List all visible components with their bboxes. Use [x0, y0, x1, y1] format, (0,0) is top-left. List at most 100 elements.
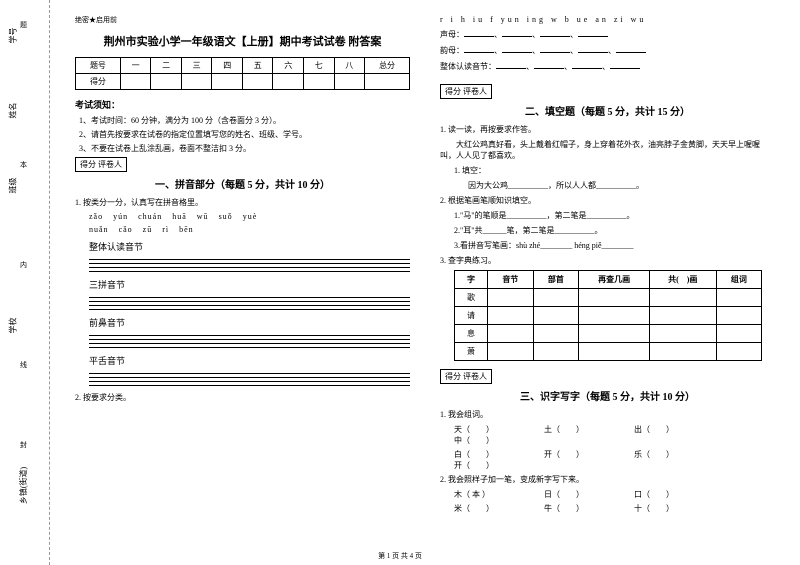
- pinyin-row: nuǎncǎozūrìbēn: [75, 225, 410, 234]
- word-item[interactable]: 口（ ）: [634, 489, 724, 500]
- score-cell[interactable]: [151, 74, 182, 90]
- dash-marker: 线: [20, 360, 27, 370]
- word-item[interactable]: 中（ ）: [454, 435, 544, 446]
- word-item[interactable]: 开（ ）: [544, 449, 634, 460]
- char-header: 部首: [533, 271, 579, 289]
- score-header: 一: [120, 58, 151, 74]
- score-cell[interactable]: [303, 74, 334, 90]
- score-box: 得分 评卷人: [440, 84, 492, 99]
- word-item[interactable]: 木（ 本 ）: [454, 489, 544, 500]
- score-header: 六: [273, 58, 304, 74]
- sub-question: 因为大公鸡__________，所以人人都__________。: [440, 180, 775, 191]
- question: 3. 查字典练习。: [440, 255, 775, 266]
- pinyin-item: wū: [197, 212, 209, 221]
- word-item[interactable]: 开（ ）: [454, 460, 544, 471]
- secrecy-tag: 绝密★启用前: [75, 15, 410, 25]
- char-cell: 请: [455, 307, 488, 325]
- word-item[interactable]: 日（ ）: [544, 489, 634, 500]
- char-blank[interactable]: [649, 325, 716, 343]
- pinyin-item: chuán: [138, 212, 162, 221]
- char-blank[interactable]: [533, 289, 579, 307]
- pinyin-item: suǒ: [219, 212, 233, 221]
- pinyin-item: cǎo: [119, 225, 133, 234]
- char-blank[interactable]: [533, 325, 579, 343]
- score-header: 三: [181, 58, 212, 74]
- category-line: 韵母：、、、、: [440, 44, 775, 56]
- category-label: 前鼻音节: [89, 316, 410, 329]
- word-item[interactable]: 十（ ）: [634, 503, 724, 514]
- char-header: 共( )画: [649, 271, 716, 289]
- char-blank[interactable]: [579, 289, 650, 307]
- pinyin-item: yún: [113, 212, 128, 221]
- score-header: 四: [212, 58, 243, 74]
- char-blank[interactable]: [716, 307, 762, 325]
- word-item[interactable]: 牛（ ）: [544, 503, 634, 514]
- char-blank[interactable]: [716, 325, 762, 343]
- sidebar-label: 姓名: [8, 103, 19, 119]
- dash-marker: 封: [20, 440, 27, 450]
- char-blank[interactable]: [649, 289, 716, 307]
- char-blank[interactable]: [649, 343, 716, 361]
- char-blank[interactable]: [649, 307, 716, 325]
- char-header: 字: [455, 271, 488, 289]
- pinyin-item: nuǎn: [89, 225, 109, 234]
- word-item[interactable]: 天（ ）: [454, 424, 544, 435]
- sidebar-label: 学号: [8, 28, 19, 44]
- score-label: 得分: [76, 74, 121, 90]
- char-blank[interactable]: [488, 325, 534, 343]
- word-row: 天（ ）土（ ）出（ ） 中（ ）: [440, 424, 775, 446]
- char-blank[interactable]: [579, 307, 650, 325]
- word-item[interactable]: 出（ ）: [634, 424, 724, 435]
- score-cell[interactable]: [334, 74, 365, 90]
- word-item[interactable]: 白（ ）: [454, 449, 544, 460]
- char-blank[interactable]: [533, 307, 579, 325]
- right-column: r i h iu f yun ing w b ue an zi wu 声母：、、…: [425, 15, 790, 550]
- score-box: 得分 评卷人: [75, 157, 127, 172]
- pinyin-grid[interactable]: [89, 332, 410, 348]
- section-title: 三、识字写字（每题 5 分，共计 10 分）: [440, 388, 775, 403]
- char-blank[interactable]: [579, 343, 650, 361]
- question: 2. 按要求分类。: [75, 392, 410, 403]
- passage: 大红公鸡真好看，头上戴着红帽子，身上穿着花外衣，油亮脖子金黄脚，天天早上喔喔叫，…: [440, 139, 775, 161]
- question: 2. 我会照样子加一笔，变成新字写下来。: [440, 474, 775, 485]
- score-cell[interactable]: [181, 74, 212, 90]
- char-blank[interactable]: [488, 289, 534, 307]
- pinyin-item: yuè: [243, 212, 258, 221]
- score-header: 题号: [76, 58, 121, 74]
- pinyin-list: r i h iu f yun ing w b ue an zi wu: [440, 15, 775, 24]
- score-cell[interactable]: [365, 74, 410, 90]
- char-blank[interactable]: [488, 307, 534, 325]
- score-cell[interactable]: [242, 74, 273, 90]
- pinyin-item: zū: [143, 225, 153, 234]
- char-blank[interactable]: [533, 343, 579, 361]
- char-lookup-table: 字音节部首再查几画共( )画组词 歌请息萧: [454, 270, 762, 361]
- char-blank[interactable]: [488, 343, 534, 361]
- pinyin-grid[interactable]: [89, 256, 410, 272]
- score-cell[interactable]: [273, 74, 304, 90]
- pinyin-item: huā: [172, 212, 187, 221]
- char-blank[interactable]: [579, 325, 650, 343]
- word-item[interactable]: 米（ ）: [454, 503, 544, 514]
- char-cell: 歌: [455, 289, 488, 307]
- pinyin-row: zǎoyúnchuánhuāwūsuǒyuè: [75, 212, 410, 221]
- sub-question: 1."马"的笔顺是__________，第二笔是__________。: [440, 210, 775, 221]
- question: 1. 按类分一分，认真写在拼音格里。: [75, 197, 410, 208]
- notice-item: 2、请首先按要求在试卷的指定位置填写您的姓名、班级、学号。: [75, 129, 410, 140]
- sub-question: 2."耳"共______笔，第二笔是__________。: [440, 225, 775, 236]
- char-blank[interactable]: [716, 289, 762, 307]
- word-row: 米（ ）牛（ ）十（ ）: [440, 503, 775, 514]
- pinyin-grid[interactable]: [89, 294, 410, 310]
- char-header: 音节: [488, 271, 534, 289]
- question: 2. 根据笔画笔顺知识填空。: [440, 195, 775, 206]
- score-cell[interactable]: [120, 74, 151, 90]
- word-item[interactable]: 乐（ ）: [634, 449, 724, 460]
- char-cell: 息: [455, 325, 488, 343]
- char-blank[interactable]: [716, 343, 762, 361]
- category-label: 平舌音节: [89, 354, 410, 367]
- dash-marker: 题: [20, 20, 27, 30]
- word-item[interactable]: 土（ ）: [544, 424, 634, 435]
- score-header: 总分: [365, 58, 410, 74]
- score-cell[interactable]: [212, 74, 243, 90]
- section-title: 二、填空题（每题 5 分，共计 15 分）: [440, 103, 775, 118]
- pinyin-grid[interactable]: [89, 370, 410, 386]
